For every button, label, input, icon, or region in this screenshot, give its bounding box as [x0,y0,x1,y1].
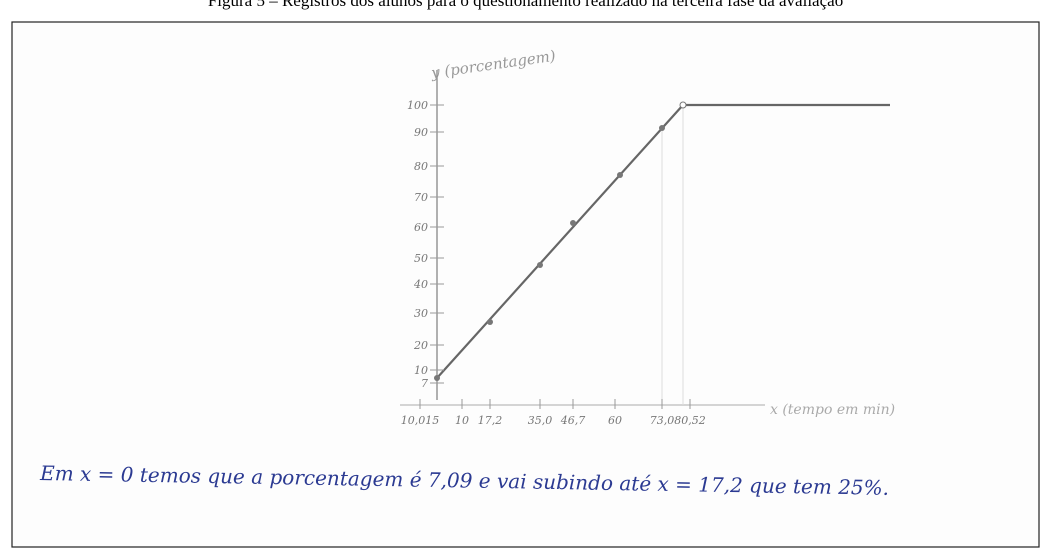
x-tick-label: 10 [455,414,469,427]
x-tick-label: 80,52 [674,414,706,427]
figure-frame [11,21,1040,548]
point [537,262,543,268]
y-tick-label: 70 [414,191,428,204]
point [679,101,687,109]
point [617,172,623,178]
y-tick-label: 7 [421,377,428,390]
point [659,125,665,131]
y-tick-label: 30 [414,307,428,320]
x-tick-label: 35,0 [528,414,553,427]
x-tick-label: 17,2 [478,414,503,427]
y-tick-label: 20 [413,339,428,352]
x-tick-label: 73,0 [650,414,675,427]
x-tick-label: 46,7 [560,414,586,427]
point [487,319,493,325]
y-tick-label: 60 [414,221,428,234]
point [570,220,576,226]
point [434,375,440,381]
points [434,101,687,381]
figure-caption: Figura 5 – Registros dos alunos para o q… [207,0,844,10]
x-tick-label: 10,015 [401,414,440,427]
y-tick-label: 90 [414,126,428,139]
x-tick-label: 60 [608,414,622,427]
y-tick-label: 40 [413,278,428,291]
y-tick-label: 50 [414,252,428,265]
y-tick-label: 80 [414,160,428,173]
x-axis-label: x (tempo em min) [770,402,895,418]
y-tick-label: 100 [407,99,428,112]
y-tick-label: 10 [414,364,428,377]
